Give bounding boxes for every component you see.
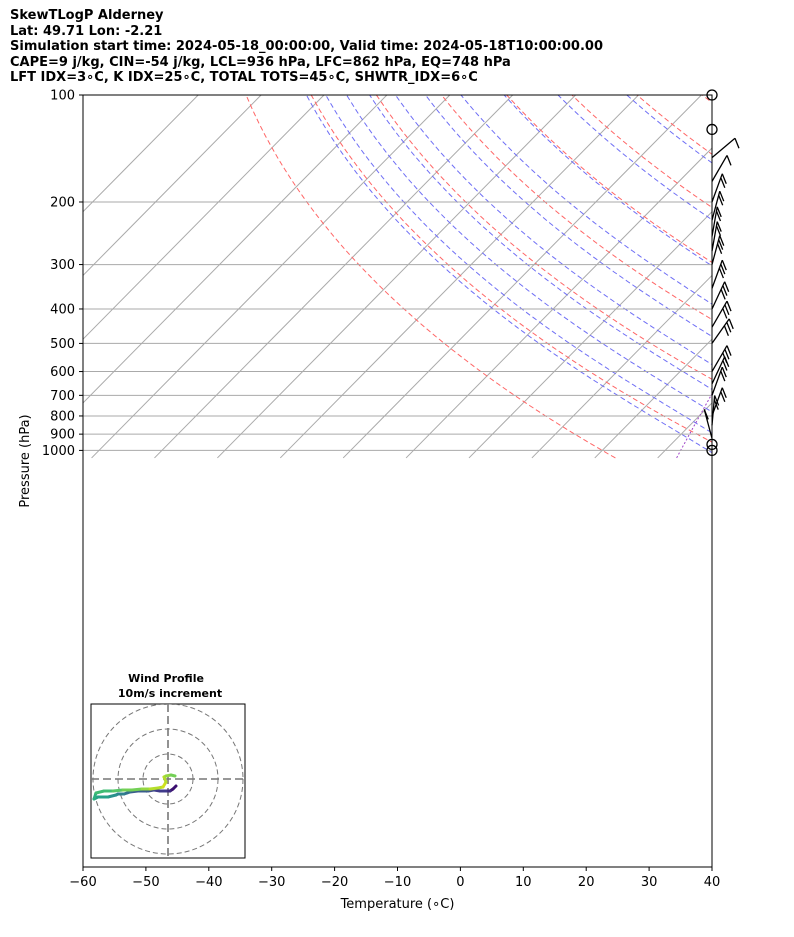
x-tick-label: −60 [69, 875, 96, 890]
x-tick-label: 40 [704, 875, 721, 890]
wind-barb [703, 409, 713, 439]
moist-adiabat-line [305, 95, 712, 454]
moist-adiabat-line [425, 95, 712, 338]
y-tick-label: 300 [50, 258, 75, 273]
dry-adiabat-line [245, 95, 616, 459]
moist-adiabat-line [395, 95, 712, 366]
isotherm-line [405, 147, 712, 459]
y-tick-label: 600 [50, 365, 75, 380]
y-tick-label: 400 [50, 302, 75, 317]
y-tick-label: 700 [50, 389, 75, 404]
moist-adiabat-line [369, 95, 712, 390]
x-tick-label: −50 [132, 875, 159, 890]
wind-barbs [703, 89, 740, 457]
x-tick-label: 10 [515, 875, 532, 890]
y-tick-label: 200 [50, 195, 75, 210]
hodograph-segment [130, 787, 144, 792]
isotherm-line [594, 338, 712, 459]
stability-indices-1: CAPE=9 j/kg, CIN=-54 j/kg, LCL=936 hPa, … [10, 54, 511, 70]
y-tick-label: 900 [50, 428, 75, 443]
dry-adiabat-line [310, 95, 712, 443]
inset-title: Wind Profile [128, 672, 204, 685]
chart-header: SkewTLogP Alderney Lat: 49.71 Lon: -2.21… [10, 8, 603, 86]
simulation-times: Simulation start time: 2024-05-18_00:00:… [10, 39, 603, 54]
mixing-ratio-line [742, 372, 786, 458]
x-tick-label: −20 [321, 875, 348, 890]
hodograph-segment [169, 773, 177, 778]
chart-title: SkewTLogP Alderney [10, 8, 164, 23]
y-tick-label: 500 [50, 337, 75, 352]
wind-barb [711, 259, 727, 289]
moist-adiabat-line [503, 95, 712, 267]
x-tick-label: −40 [195, 875, 222, 890]
background-lines [83, 95, 794, 459]
wind-barb [711, 387, 727, 417]
dry-adiabat-line [506, 95, 712, 263]
isotherm-line [531, 274, 712, 459]
wind-profile-inset: Wind Profile 10m/s increment [90, 672, 246, 859]
moist-adiabat-line [325, 95, 712, 434]
wind-barb [711, 221, 722, 252]
wind-barb [706, 89, 718, 101]
moist-adiabat-line [460, 95, 712, 305]
isotherm-line [342, 95, 702, 459]
stability-indices-2: LFT IDX=3∘C, K IDX=25∘C, TOTAL TOTS=45∘C… [10, 70, 478, 85]
station-location: Lat: 49.71 Lon: -2.21 [10, 23, 163, 39]
isotherm-line [468, 211, 712, 459]
moist-adiabat-line [557, 95, 712, 221]
plot-axes: −60 −50 −40 −30 −20 −10 0 10 20 30 40 100 200 300 400 5… [18, 89, 720, 913]
x-tick-label: 0 [456, 875, 464, 890]
isotherm-line [657, 402, 712, 459]
x-tick-label: −10 [384, 875, 411, 890]
x-tick-label: 20 [578, 875, 595, 890]
isotherm-line [279, 95, 639, 459]
dry-adiabat-line [571, 95, 712, 209]
wind-barb [711, 137, 740, 159]
x-axis-label: Temperature (∘C) [340, 897, 455, 912]
isotherm-line [83, 95, 388, 404]
hodograph-segment [111, 788, 125, 793]
wind-barb [711, 173, 727, 203]
y-tick-label: 100 [50, 89, 75, 104]
dry-adiabat-line [767, 95, 794, 458]
x-tick-label: 30 [641, 875, 658, 890]
wind-barb [711, 300, 732, 328]
isotherm-line [83, 95, 199, 213]
inset-subtitle: 10m/s increment [118, 687, 222, 700]
dry-adiabat-line [441, 95, 712, 321]
x-tick-label: −30 [258, 875, 285, 890]
wind-barb [711, 206, 722, 237]
wind-barb [706, 438, 718, 457]
isotherm-line [83, 95, 325, 340]
wind-barb [711, 155, 732, 182]
wind-barb [711, 366, 727, 396]
wind-barb [711, 318, 734, 344]
wind-barb [711, 190, 725, 221]
wind-barb [706, 123, 718, 136]
isotherm-line [783, 95, 794, 458]
moist-adiabat-line [717, 95, 794, 458]
isotherm-line [721, 95, 794, 458]
mixing-ratio-line [676, 392, 712, 459]
wind-barb [711, 281, 730, 310]
wind-barb [711, 235, 725, 265]
isotherm-line [83, 95, 262, 277]
y-tick-label: 800 [50, 409, 75, 424]
isotherm-line [154, 95, 514, 459]
y-tick-label: 1000 [42, 444, 75, 459]
y-axis-label: Pressure (hPa) [18, 414, 33, 507]
wind-barb [711, 345, 732, 372]
isotherm-line [91, 95, 451, 459]
